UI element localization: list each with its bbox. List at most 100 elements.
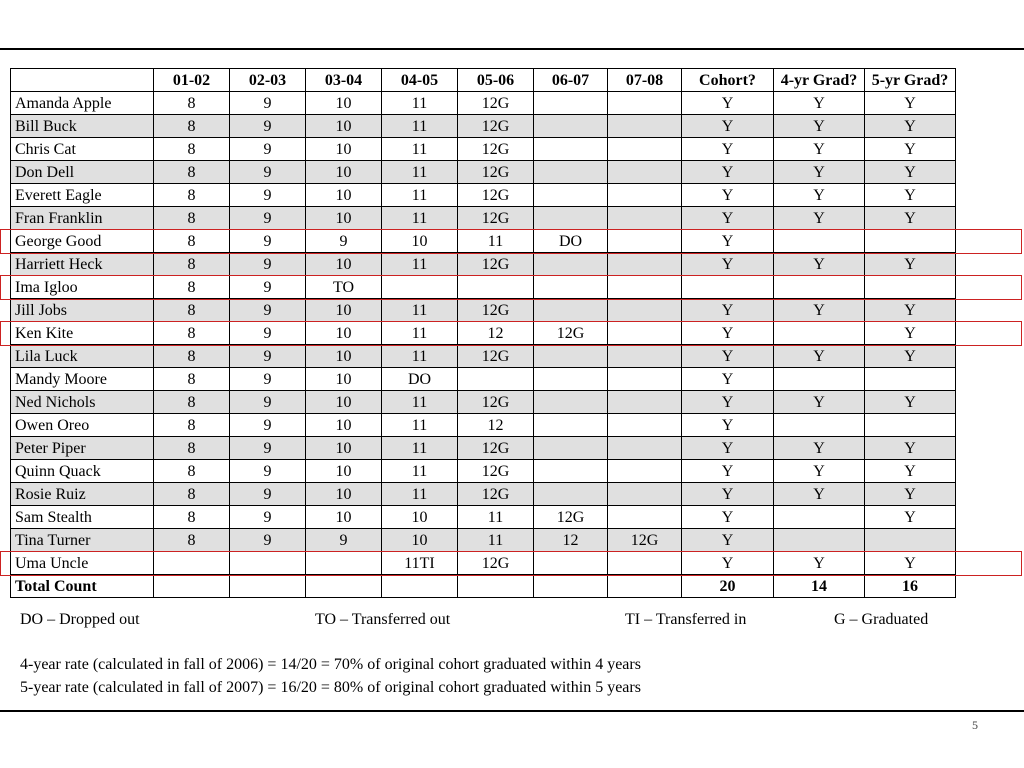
table-cell: 9	[229, 298, 306, 322]
total-cell	[533, 574, 608, 598]
header-cell: 4-yr Grad?	[773, 68, 865, 92]
table-cell: TO	[305, 275, 382, 299]
total-cell	[229, 574, 306, 598]
table-cell: 9	[229, 183, 306, 207]
table-cell	[607, 436, 682, 460]
four-year-rate: 4-year rate (calculated in fall of 2006)…	[20, 656, 641, 673]
table-cell: 11	[381, 91, 458, 115]
table-row: Rosie Ruiz 8 9 10 11 12G Y Y Y	[10, 482, 956, 506]
table-cell	[153, 551, 230, 575]
table-cell: 12G	[457, 390, 534, 414]
table-cell: Y	[681, 367, 774, 391]
table-cell: Y	[864, 91, 956, 115]
table-cell	[607, 91, 682, 115]
table-cell: DO	[533, 229, 608, 253]
table-cell: Y	[864, 344, 956, 368]
table-cell: Y	[773, 344, 865, 368]
table-cell: 10	[305, 390, 382, 414]
table-cell: Y	[864, 114, 956, 138]
table-cell	[607, 505, 682, 529]
table-cell: Y	[681, 206, 774, 230]
table-cell: 10	[305, 321, 382, 345]
table-cell: 8	[153, 160, 230, 184]
table-cell: Y	[681, 482, 774, 506]
table-cell: 11	[381, 298, 458, 322]
legend-dropped-out: DO – Dropped out	[20, 611, 140, 628]
header-cell: 5-yr Grad?	[864, 68, 956, 92]
table-cell: 11	[381, 206, 458, 230]
table-cell: 8	[153, 275, 230, 299]
table-cell	[533, 413, 608, 437]
table-cell: Y	[773, 206, 865, 230]
table-cell: 11	[381, 137, 458, 161]
table-cell: 12G	[533, 505, 608, 529]
total-cell: 16	[864, 574, 956, 598]
legend-graduated: G – Graduated	[834, 611, 929, 628]
table-cell	[607, 229, 682, 253]
table-cell: 9	[229, 114, 306, 138]
table-cell: DO	[381, 367, 458, 391]
table-row: Owen Oreo 8 9 10 11 12 Y	[10, 413, 956, 437]
table-cell: Y	[864, 252, 956, 276]
table-cell	[607, 459, 682, 483]
table-cell	[607, 160, 682, 184]
legend-transferred-out: TO – Transferred out	[315, 611, 451, 628]
table-cell	[533, 252, 608, 276]
table-cell: 10	[305, 459, 382, 483]
table-cell: 10	[305, 344, 382, 368]
table-row: Don Dell 8 9 10 11 12G Y Y Y	[10, 160, 956, 184]
table-cell	[607, 551, 682, 575]
table-cell: 12	[533, 528, 608, 552]
table-cell	[773, 229, 865, 253]
table-cell: 11	[381, 183, 458, 207]
student-name-cell: Uma Uncle	[10, 551, 154, 575]
table-cell: Y	[681, 436, 774, 460]
table-cell	[533, 482, 608, 506]
table-cell	[305, 551, 382, 575]
table-cell	[533, 114, 608, 138]
table-cell: 10	[381, 505, 458, 529]
total-cell	[305, 574, 382, 598]
table-cell: 9	[305, 528, 382, 552]
total-cell	[457, 574, 534, 598]
table-cell: 12G	[457, 436, 534, 460]
student-name-cell: Amanda Apple	[10, 91, 154, 115]
table-cell	[533, 436, 608, 460]
table-row: Sam Stealth 8 9 10 10 11 12G Y Y	[10, 505, 956, 529]
table-cell	[607, 206, 682, 230]
table-cell	[607, 390, 682, 414]
table-cell	[773, 367, 865, 391]
total-label-cell: Total Count	[10, 574, 154, 598]
header-cell-name	[10, 68, 154, 92]
table-cell: 10	[305, 183, 382, 207]
table-cell: Y	[681, 137, 774, 161]
table-cell: 11	[381, 160, 458, 184]
header-cell: 07-08	[607, 68, 682, 92]
table-cell	[864, 275, 956, 299]
student-name-cell: Mandy Moore	[10, 367, 154, 391]
page-number: 5	[972, 718, 978, 732]
table-cell: 8	[153, 91, 230, 115]
student-name-cell: Lila Luck	[10, 344, 154, 368]
total-cell	[381, 574, 458, 598]
table-row: Bill Buck 8 9 10 11 12G Y Y Y	[10, 114, 956, 138]
table-row: Ken Kite 8 9 10 11 12 12G Y Y	[10, 321, 956, 345]
table-cell: Y	[681, 298, 774, 322]
table-row: Quinn Quack 8 9 10 11 12G Y Y Y	[10, 459, 956, 483]
table-cell: Y	[681, 459, 774, 483]
table-cell: Y	[864, 551, 956, 575]
table-cell	[533, 367, 608, 391]
table-cell: 10	[305, 413, 382, 437]
table-cell	[607, 252, 682, 276]
table-row: Tina Turner 8 9 9 10 11 12 12G Y	[10, 528, 956, 552]
table-cell: 9	[229, 91, 306, 115]
table-cell: 10	[305, 160, 382, 184]
table-cell	[773, 505, 865, 529]
table-cell: 11	[381, 252, 458, 276]
table-cell	[533, 160, 608, 184]
table-cell: Y	[773, 459, 865, 483]
total-cell	[153, 574, 230, 598]
header-cell: 04-05	[381, 68, 458, 92]
table-cell: Y	[681, 321, 774, 345]
table-cell: 8	[153, 206, 230, 230]
